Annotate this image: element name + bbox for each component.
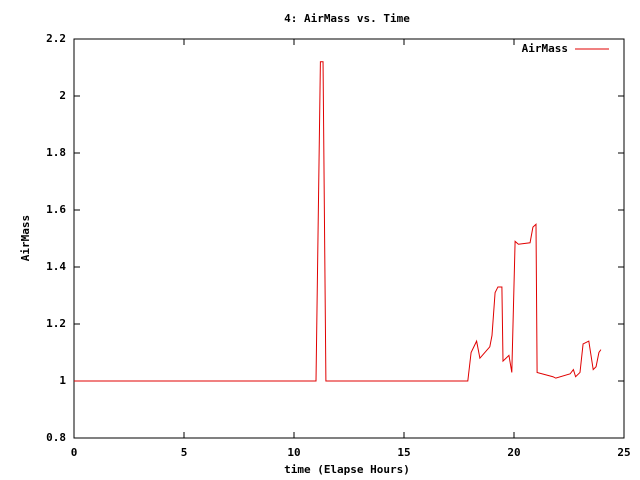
- legend-label: AirMass: [522, 42, 568, 55]
- y-tick-label: 1.4: [46, 260, 66, 273]
- y-tick-label: 1.8: [46, 146, 66, 159]
- x-tick-label: 15: [397, 446, 410, 459]
- x-tick-label: 25: [617, 446, 630, 459]
- x-tick-label: 20: [507, 446, 520, 459]
- y-tick-label: 2: [59, 89, 66, 102]
- y-tick-label: 1.2: [46, 317, 66, 330]
- plot-frame: [73, 38, 625, 439]
- y-axis-label: AirMass: [19, 215, 32, 261]
- y-tick-label: 1: [59, 374, 66, 387]
- chart-title: 4: AirMass vs. Time: [284, 12, 410, 25]
- y-tick-label: 2.2: [46, 32, 66, 45]
- x-tick-label: 10: [287, 446, 300, 459]
- x-tick-label: 5: [181, 446, 188, 459]
- x-axis-label: time (Elapse Hours): [284, 463, 410, 476]
- data-line: [74, 61, 602, 382]
- y-tick-label: 0.8: [46, 431, 66, 444]
- x-tick-label: 0: [71, 446, 78, 459]
- y-tick-label: 1.6: [46, 203, 66, 216]
